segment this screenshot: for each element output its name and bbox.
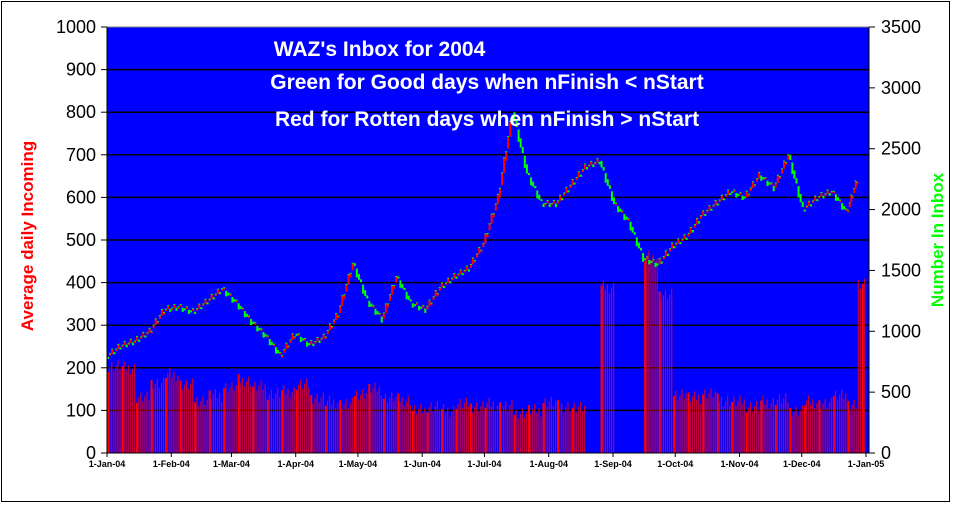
svg-text:3000: 3000 bbox=[881, 78, 921, 98]
x-axis-ticks: 1-Jan-04 1-Feb-04 1-Mar-04 1-Apr-04 1-May-04… bbox=[89, 453, 885, 469]
left-axis-label: Average daily Incoming bbox=[18, 140, 37, 332]
svg-text:1000: 1000 bbox=[56, 17, 96, 37]
svg-text:1-Aug-04: 1-Aug-04 bbox=[529, 459, 568, 469]
svg-text:0: 0 bbox=[86, 443, 96, 463]
svg-text:200: 200 bbox=[66, 358, 96, 378]
svg-text:1-Oct-04: 1-Oct-04 bbox=[657, 459, 693, 469]
svg-text:1-Jan-05: 1-Jan-05 bbox=[848, 459, 885, 469]
chart-subtitle-rotten: Red for Rotten days when nFinish > nStar… bbox=[274, 108, 700, 131]
svg-text:1500: 1500 bbox=[881, 260, 921, 280]
svg-text:1000: 1000 bbox=[881, 321, 921, 341]
svg-text:900: 900 bbox=[66, 60, 96, 80]
svg-text:400: 400 bbox=[66, 273, 96, 293]
left-axis-ticks: 0 100 200 300 400 500 600 700 800 900 1000 bbox=[56, 17, 107, 463]
svg-text:1-May-04: 1-May-04 bbox=[339, 459, 378, 469]
inbox-line bbox=[107, 112, 859, 359]
svg-text:1-Dec-04: 1-Dec-04 bbox=[783, 459, 821, 469]
chart-title: WAZ's Inbox for 2004 bbox=[273, 38, 486, 61]
incoming-bars bbox=[107, 250, 866, 453]
svg-text:1-Sep-04: 1-Sep-04 bbox=[594, 459, 632, 469]
gridlines bbox=[107, 68, 869, 412]
svg-text:2500: 2500 bbox=[881, 139, 921, 159]
chart-subtitle-good: Green for Good days when nFinish < nStar… bbox=[270, 71, 704, 94]
svg-text:1-Jun-04: 1-Jun-04 bbox=[404, 459, 441, 469]
svg-text:700: 700 bbox=[66, 145, 96, 165]
svg-text:500: 500 bbox=[881, 382, 911, 402]
svg-text:1-Apr-04: 1-Apr-04 bbox=[277, 459, 314, 469]
svg-text:3500: 3500 bbox=[881, 17, 921, 37]
svg-text:800: 800 bbox=[66, 102, 96, 122]
svg-text:600: 600 bbox=[66, 187, 96, 207]
svg-text:1-Jul-04: 1-Jul-04 bbox=[467, 459, 501, 469]
svg-text:500: 500 bbox=[66, 230, 96, 250]
svg-text:1-Nov-04: 1-Nov-04 bbox=[720, 459, 758, 469]
svg-text:100: 100 bbox=[66, 400, 96, 420]
svg-text:1-Mar-04: 1-Mar-04 bbox=[213, 459, 250, 469]
svg-text:1-Jan-04: 1-Jan-04 bbox=[89, 459, 126, 469]
svg-text:2000: 2000 bbox=[881, 200, 921, 220]
right-axis-ticks: 0 500 1000 1500 2000 2500 3000 3500 bbox=[869, 17, 921, 463]
svg-text:0: 0 bbox=[881, 443, 891, 463]
svg-text:300: 300 bbox=[66, 315, 96, 335]
right-axis-label: Number In Inbox bbox=[928, 172, 947, 308]
svg-text:1-Feb-04: 1-Feb-04 bbox=[153, 459, 190, 469]
